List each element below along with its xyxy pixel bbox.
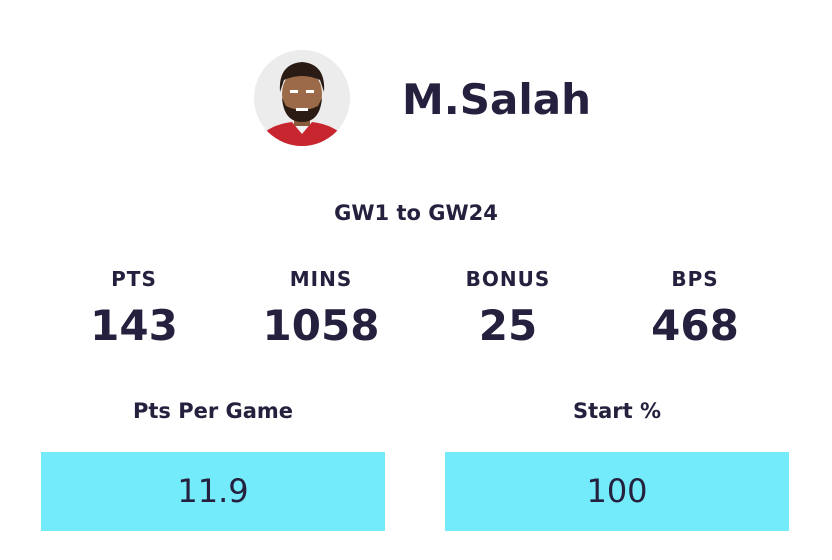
stat-label: BPS	[671, 267, 719, 291]
stat-value: 1058	[262, 301, 380, 350]
stat-value: 468	[651, 301, 739, 350]
stat-value: 25	[478, 301, 538, 350]
player-avatar	[254, 50, 350, 146]
stat-label: PTS	[111, 267, 157, 291]
stat-label: BONUS	[465, 267, 551, 291]
box-label: Start %	[572, 399, 662, 423]
box-value: 11.9	[41, 452, 385, 531]
box-label: Pts Per Game	[132, 399, 294, 423]
period: GW1 to GW24	[334, 201, 498, 225]
stat-value: 143	[90, 301, 178, 350]
stat-label: MINS	[289, 267, 353, 291]
player-name: M.Salah	[402, 75, 591, 124]
box-value: 100	[445, 452, 789, 531]
